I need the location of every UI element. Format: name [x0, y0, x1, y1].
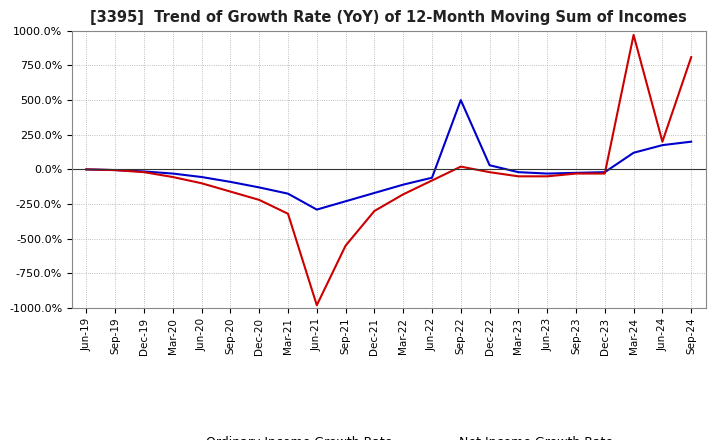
Ordinary Income Growth Rate: [255, 185, 264, 190]
Ordinary Income Growth Rate: [312, 207, 321, 212]
Ordinary Income Growth Rate: [428, 175, 436, 180]
Net Income Growth Rate: [485, 169, 494, 175]
Net Income Growth Rate: [543, 174, 552, 179]
Ordinary Income Growth Rate: [658, 143, 667, 148]
Legend: Ordinary Income Growth Rate, Net Income Growth Rate: Ordinary Income Growth Rate, Net Income …: [160, 431, 618, 440]
Ordinary Income Growth Rate: [226, 179, 235, 184]
Net Income Growth Rate: [168, 174, 177, 180]
Net Income Growth Rate: [572, 171, 580, 176]
Line: Ordinary Income Growth Rate: Ordinary Income Growth Rate: [86, 100, 691, 209]
Ordinary Income Growth Rate: [370, 191, 379, 196]
Ordinary Income Growth Rate: [341, 198, 350, 204]
Net Income Growth Rate: [658, 139, 667, 144]
Net Income Growth Rate: [370, 209, 379, 214]
Line: Net Income Growth Rate: Net Income Growth Rate: [86, 35, 691, 305]
Ordinary Income Growth Rate: [514, 169, 523, 175]
Net Income Growth Rate: [197, 180, 206, 186]
Net Income Growth Rate: [82, 167, 91, 172]
Net Income Growth Rate: [341, 243, 350, 248]
Net Income Growth Rate: [399, 192, 408, 197]
Net Income Growth Rate: [111, 168, 120, 173]
Ordinary Income Growth Rate: [543, 171, 552, 176]
Net Income Growth Rate: [456, 164, 465, 169]
Net Income Growth Rate: [226, 189, 235, 194]
Ordinary Income Growth Rate: [168, 171, 177, 176]
Ordinary Income Growth Rate: [111, 168, 120, 173]
Ordinary Income Growth Rate: [687, 139, 696, 144]
Net Income Growth Rate: [600, 171, 609, 176]
Net Income Growth Rate: [428, 178, 436, 183]
Ordinary Income Growth Rate: [284, 191, 292, 196]
Net Income Growth Rate: [629, 32, 638, 37]
Net Income Growth Rate: [687, 55, 696, 60]
Ordinary Income Growth Rate: [629, 150, 638, 155]
Ordinary Income Growth Rate: [140, 169, 148, 174]
Ordinary Income Growth Rate: [485, 163, 494, 168]
Ordinary Income Growth Rate: [572, 170, 580, 176]
Ordinary Income Growth Rate: [82, 167, 91, 172]
Net Income Growth Rate: [255, 197, 264, 202]
Ordinary Income Growth Rate: [197, 174, 206, 180]
Title: [3395]  Trend of Growth Rate (YoY) of 12-Month Moving Sum of Incomes: [3395] Trend of Growth Rate (YoY) of 12-…: [91, 11, 687, 26]
Net Income Growth Rate: [140, 169, 148, 175]
Ordinary Income Growth Rate: [600, 169, 609, 175]
Ordinary Income Growth Rate: [399, 182, 408, 187]
Net Income Growth Rate: [284, 211, 292, 216]
Ordinary Income Growth Rate: [456, 97, 465, 103]
Net Income Growth Rate: [312, 303, 321, 308]
Net Income Growth Rate: [514, 174, 523, 179]
